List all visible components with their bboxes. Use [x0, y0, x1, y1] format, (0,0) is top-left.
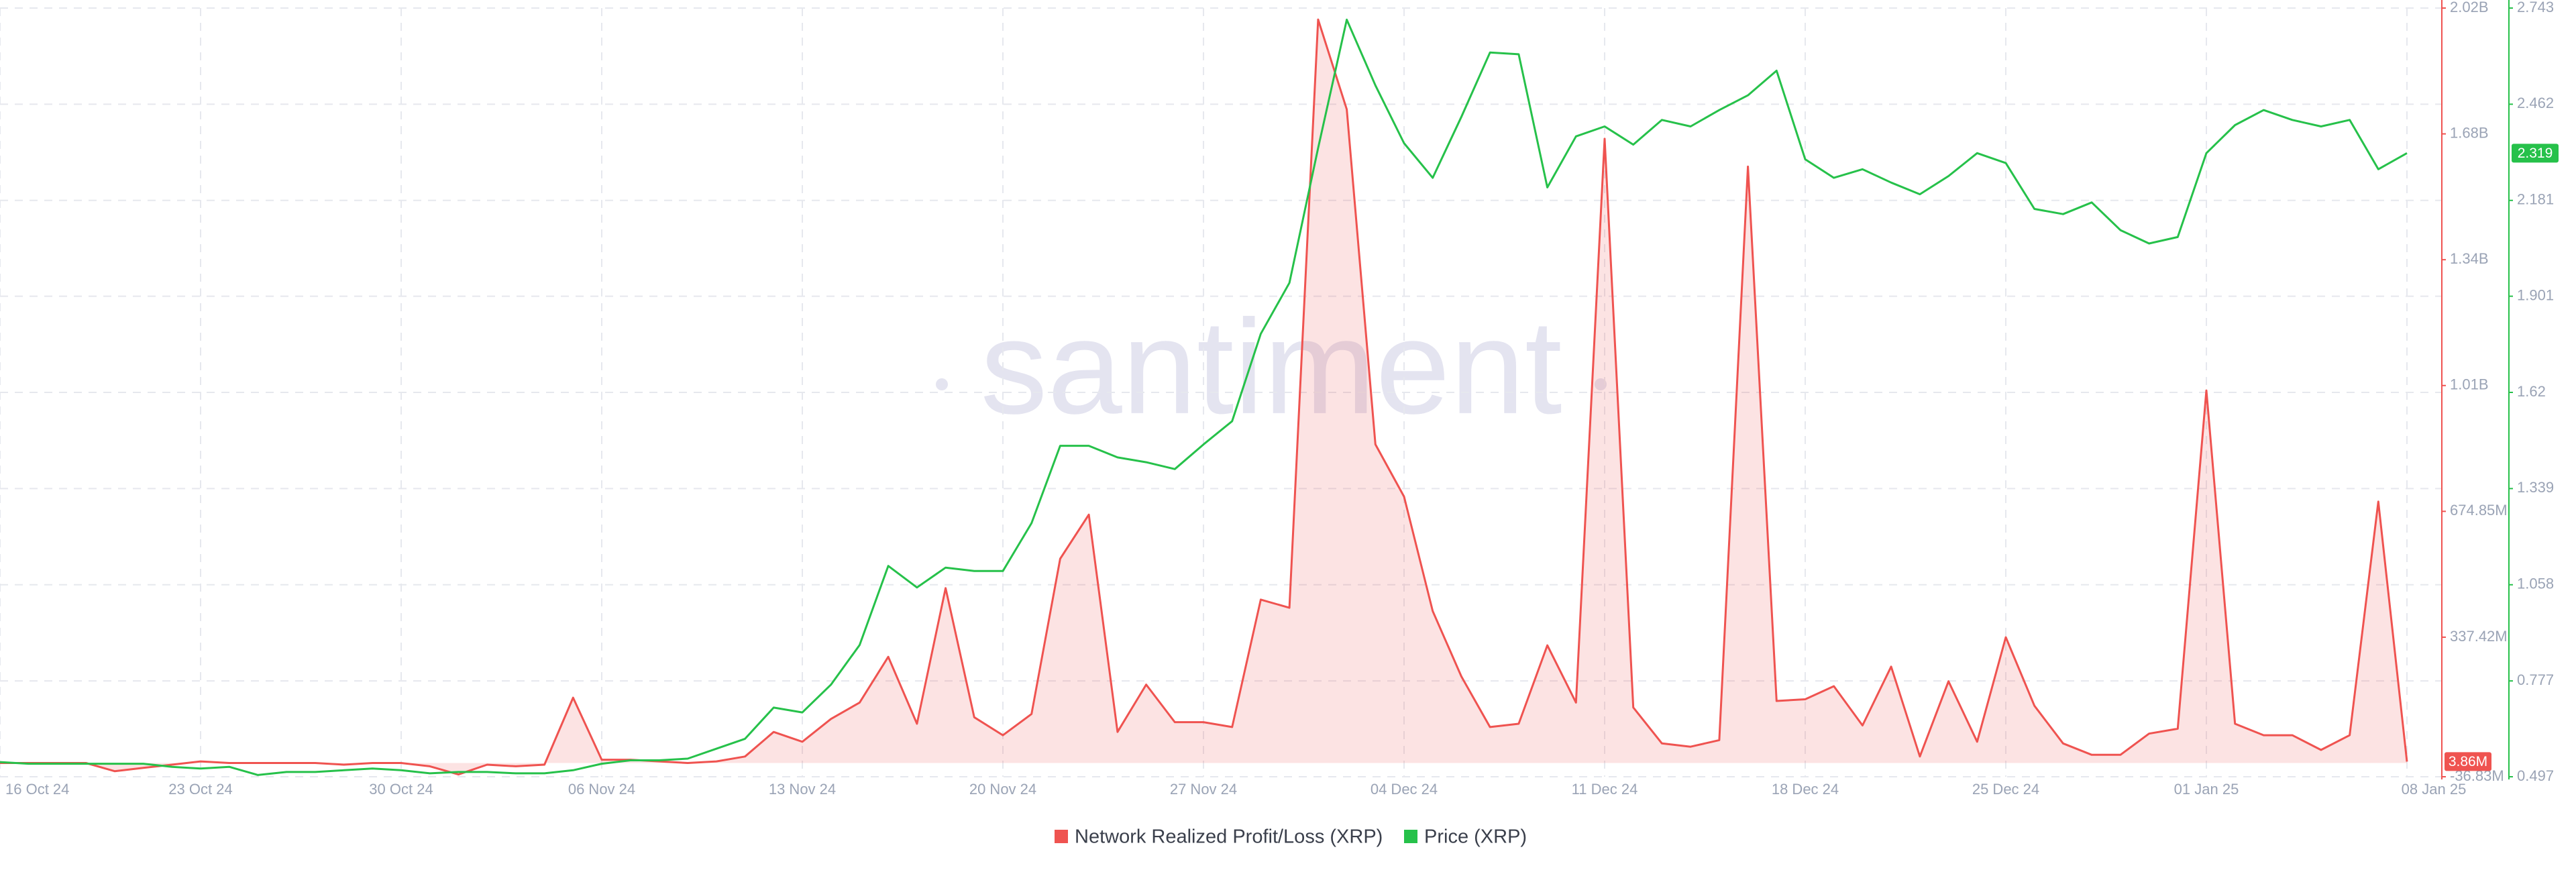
value-tag-label: 2.319	[2518, 146, 2553, 161]
watermark-dot	[1595, 378, 1607, 390]
x-tick-label: 30 Oct 24	[369, 781, 433, 798]
x-tick-label: 27 Nov 24	[1170, 781, 1237, 798]
y2-tick-label: 2.743	[2517, 0, 2554, 15]
line	[0, 18, 2408, 776]
x-tick-label: 25 Dec 24	[1972, 781, 2039, 798]
x-tick-label: 04 Dec 24	[1371, 781, 1438, 798]
legend-swatch	[1055, 830, 1068, 843]
x-tick-label: 01 Jan 25	[2174, 781, 2239, 798]
y2-tick-label: 0.497	[2517, 767, 2554, 784]
y-tick-label: 1.68B	[2450, 124, 2489, 141]
y-tick-label: 674.85M	[2450, 502, 2508, 519]
x-tick-label: 23 Oct 24	[168, 781, 232, 798]
x-tick-label: 13 Nov 24	[769, 781, 836, 798]
x-tick-label: 16 Oct 24	[5, 781, 69, 798]
value-tag	[2445, 752, 2491, 771]
x-tick-label: 08 Jan 25	[2402, 781, 2467, 798]
x-tick-label: 20 Nov 24	[969, 781, 1036, 798]
y2-tick-label: 1.058	[2517, 576, 2554, 592]
value-tag	[2512, 144, 2559, 163]
y2-tick-label: 2.462	[2517, 95, 2554, 111]
line	[0, 18, 2408, 776]
y-tick-label: 2.02B	[2450, 0, 2489, 15]
y2-tick-label: 0.777	[2517, 671, 2554, 688]
legend-swatch	[1404, 830, 1417, 843]
y2-tick-label: 2.181	[2517, 191, 2554, 208]
legend-label: Price (XRP)	[1424, 826, 1527, 848]
y-tick-label: 337.42M	[2450, 628, 2508, 645]
x-tick-label: 18 Dec 24	[1772, 781, 1839, 798]
y2-tick-label: 1.901	[2517, 286, 2554, 303]
y2-tick-label: 1.339	[2517, 479, 2554, 496]
watermark-dot	[936, 378, 948, 390]
y2-tick-label: 1.62	[2517, 383, 2546, 400]
x-tick-label: 06 Nov 24	[568, 781, 635, 798]
legend-label: Network Realized Profit/Loss (XRP)	[1075, 826, 1383, 848]
y-tick-label: 1.01B	[2450, 376, 2489, 393]
y-tick-label: 1.34B	[2450, 250, 2489, 267]
x-tick-label: 11 Dec 24	[1572, 781, 1638, 798]
value-tag-label: 3.86M	[2449, 754, 2487, 769]
plot: 16 Oct 24 23 Oct 24 30 Oct 24 06 Nov 24 13 N…	[0, 0, 2559, 848]
